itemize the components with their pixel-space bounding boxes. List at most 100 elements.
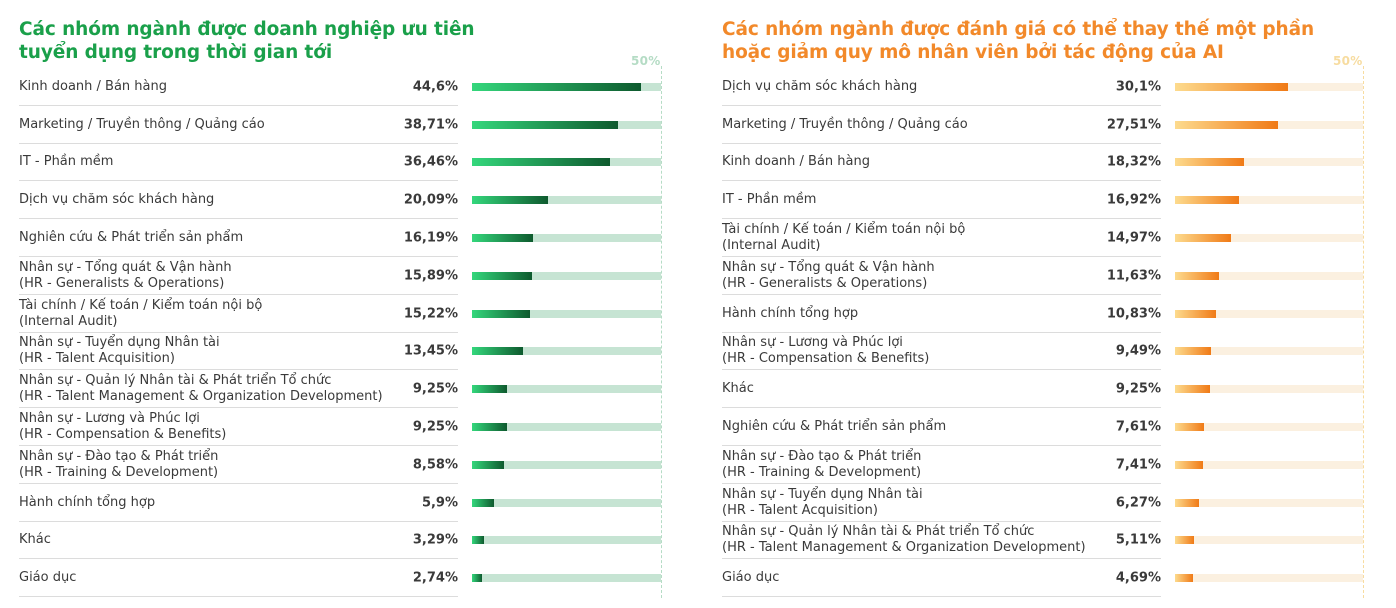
bar [472, 423, 507, 432]
category-label-line: Nhân sự - Tổng quát & Vận hành [722, 259, 935, 275]
row-divider [722, 255, 1161, 257]
value-label: 30,1% [1115, 79, 1161, 95]
chart-title-line-2: hoặc giảm quy mô nhân viên bởi tác động … [722, 42, 1224, 63]
row-divider [19, 180, 458, 182]
bar [1175, 347, 1211, 356]
bar [472, 574, 483, 583]
category-label-line: (HR - Training & Development) [722, 464, 922, 480]
value-label: 11,63% [1106, 268, 1161, 284]
category-label: Nhân sự - Đào tạo & Phát triển (HR - Trai… [722, 449, 921, 481]
bar-track [1175, 234, 1363, 243]
row-divider [19, 293, 458, 295]
category-label: Hành chính tổng hợp [722, 306, 858, 322]
bar-track [1175, 196, 1363, 205]
row-divider [19, 444, 458, 446]
row-divider [722, 331, 1161, 333]
category-label: Kinh doanh / Bán hàng [722, 154, 870, 170]
bar-track [1175, 309, 1363, 318]
bar-track [1175, 385, 1363, 394]
bar-rows: Dịch vụ chăm sóc khách hàng 30,1% Marketin… [722, 68, 1363, 598]
chart-title: Các nhóm ngành được doanh nghiệp ưu tiên… [19, 18, 489, 64]
bar [472, 234, 534, 243]
category-label-line: Dịch vụ chăm sóc khách hàng [722, 78, 918, 94]
row-divider [19, 104, 458, 106]
chart-title-line-1: Các nhóm ngành được đánh giá có thể thay… [722, 19, 1315, 40]
row-divider [722, 142, 1161, 144]
category-label: IT - Phần mềm [722, 192, 816, 208]
row-divider [19, 218, 458, 220]
value-label: 7,61% [1115, 419, 1161, 435]
bar [472, 460, 505, 469]
value-label: 15,22% [403, 306, 458, 322]
bar-track [1175, 536, 1363, 545]
category-label: Nhân sự - Lương và Phúc lợi (HR - Compens… [19, 411, 226, 443]
row-divider [722, 407, 1161, 409]
value-label: 9,25% [412, 419, 458, 435]
category-label: Tài chính / Kế toán / Kiểm toán nội bộ (I… [722, 222, 965, 254]
category-label-line: Marketing / Truyền thông / Quảng cáo [19, 116, 265, 132]
category-label: Marketing / Truyền thông / Quảng cáo [19, 117, 265, 133]
value-label: 3,29% [412, 532, 458, 548]
bar [472, 536, 485, 545]
category-label: Nhân sự - Tổng quát & Vận hành (HR - Gene… [19, 260, 232, 292]
category-label: Kinh doanh / Bán hàng [19, 79, 167, 95]
category-label: Nhân sự - Tuyển dụng Nhân tài (HR - Talen… [19, 335, 220, 367]
bar-track [472, 574, 661, 583]
category-label-line: Marketing / Truyền thông / Quảng cáo [722, 116, 968, 132]
bar [472, 120, 619, 129]
category-label-line: Tài chính / Kế toán / Kiểm toán nội bộ [19, 297, 263, 313]
row-divider [19, 558, 458, 560]
bar-row: Khác 9,25% [722, 370, 1363, 409]
category-label-line: Nghiên cứu & Phát triển sản phẩm [19, 230, 244, 246]
bar-row: Giáo dục 2,74% [19, 559, 661, 598]
category-label-line: (HR - Talent Management & Organization D… [722, 540, 1086, 556]
bar-track [1175, 158, 1363, 167]
category-label: Tài chính / Kế toán / Kiểm toán nội bộ (I… [19, 298, 262, 330]
category-label-line: Hành chính tổng hợp [19, 494, 156, 510]
bar [472, 271, 533, 280]
category-label: Giáo dục [722, 570, 779, 586]
chart-title-line-1: Các nhóm ngành được doanh nghiệp ưu tiên [19, 19, 475, 40]
category-label-line: Nhân sự - Lương và Phúc lợi [19, 411, 200, 427]
bar-row: Giáo dục 4,69% [722, 559, 1363, 598]
value-label: 15,89% [403, 268, 458, 284]
row-divider [19, 331, 458, 333]
bar [1175, 536, 1195, 545]
row-divider [19, 482, 458, 484]
bar-row: Tài chính / Kế toán / Kiểm toán nội bộ (I… [19, 295, 661, 333]
row-divider [19, 596, 458, 598]
bar-row: Khác 3,29% [19, 522, 661, 560]
category-label-line: (HR - Compensation & Benefits) [722, 351, 930, 367]
category-label-line: (HR - Talent Management & Organization D… [19, 389, 383, 405]
chart-panel-right: Các nhóm ngành được đánh giá có thể thay… [703, 0, 1396, 608]
value-label: 8,58% [412, 457, 458, 473]
category-label: Dịch vụ chăm sóc khách hàng [19, 192, 214, 208]
bar [1175, 271, 1219, 280]
value-label: 5,11% [1115, 532, 1161, 548]
bar-row: Nhân sự - Đào tạo & Phát triển (HR - Trai… [19, 446, 661, 484]
bar-track [472, 460, 661, 469]
bar-row: Hành chính tổng hợp 5,9% [19, 484, 661, 522]
category-label-line: Nhân sự - Đào tạo & Phát triển [19, 448, 219, 464]
bar-track [472, 158, 661, 167]
category-label: Nhân sự - Quản lý Nhân tài & Phát triển … [19, 373, 383, 405]
row-divider [722, 293, 1161, 295]
bar [472, 309, 530, 318]
category-label-line: (HR - Talent Acquisition) [722, 502, 878, 518]
axis-max-line [661, 66, 662, 598]
bar-track [1175, 574, 1363, 583]
value-label: 27,51% [1106, 117, 1161, 133]
value-label: 14,97% [1106, 230, 1161, 246]
category-label-line: (HR - Training & Development) [19, 464, 219, 480]
bar-row: IT - Phần mềm 36,46% [19, 144, 661, 182]
bar-row: Nhân sự - Lương và Phúc lợi (HR - Compens… [19, 408, 661, 446]
value-label: 16,19% [403, 230, 458, 246]
category-label: Khác [19, 532, 51, 548]
row-divider [722, 482, 1161, 484]
value-label: 6,27% [1115, 495, 1161, 511]
bar-row: Dịch vụ chăm sóc khách hàng 20,09% [19, 181, 661, 220]
value-label: 18,32% [1106, 154, 1161, 170]
category-label-line: (HR - Generalists & Operations) [722, 275, 928, 291]
bar [1175, 158, 1244, 167]
bar [1175, 120, 1279, 129]
